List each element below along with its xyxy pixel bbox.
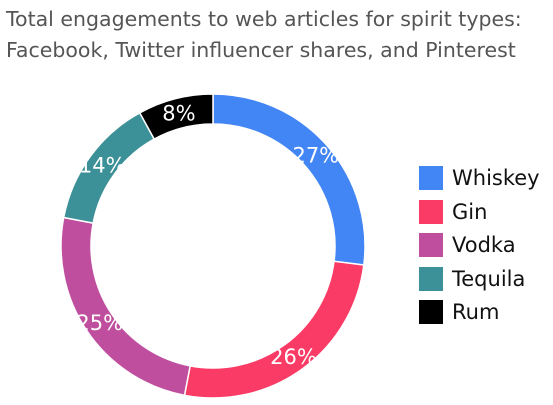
legend-item-whiskey[interactable]: Whiskey bbox=[419, 166, 549, 190]
chart-title-line-2: Facebook, Twitter influencer shares, and… bbox=[6, 38, 516, 62]
legend-item-tequila[interactable]: Tequila bbox=[419, 266, 549, 291]
donut-slice-vodka[interactable] bbox=[60, 216, 192, 397]
donut-slice-gin[interactable] bbox=[183, 260, 365, 399]
legend-item-rum[interactable]: Rum bbox=[419, 300, 549, 324]
legend-label-whiskey: Whiskey bbox=[452, 166, 540, 190]
data-label-rum: 8% bbox=[162, 101, 195, 125]
chart-title-line-1: Total engagements to web articles for sp… bbox=[6, 7, 522, 31]
legend-swatch-vodka bbox=[419, 233, 443, 257]
legend-swatch-whiskey bbox=[419, 166, 443, 190]
data-label-tequila: 14% bbox=[79, 154, 126, 178]
chart-legend: Whiskey Gin Vodka Tequila Rum bbox=[419, 166, 549, 334]
legend-swatch-gin bbox=[419, 199, 443, 224]
donut-slice-rum[interactable] bbox=[138, 93, 214, 141]
donut-slice-whiskey[interactable] bbox=[212, 93, 366, 266]
data-label-vodka: 25% bbox=[76, 311, 123, 335]
legend-swatch-rum bbox=[419, 300, 443, 324]
legend-label-gin: Gin bbox=[452, 199, 488, 224]
legend-item-vodka[interactable]: Vodka bbox=[419, 233, 549, 257]
legend-label-tequila: Tequila bbox=[452, 266, 526, 291]
legend-label-rum: Rum bbox=[452, 300, 500, 324]
chart-title: Total engagements to web articles for sp… bbox=[6, 4, 551, 66]
data-label-gin: 26% bbox=[270, 345, 317, 369]
donut-slices bbox=[60, 93, 366, 399]
legend-swatch-tequila bbox=[419, 266, 443, 291]
legend-label-vodka: Vodka bbox=[452, 233, 516, 257]
donut-data-labels: 27% 26% 25% 14% 8% bbox=[76, 101, 339, 369]
legend-item-gin[interactable]: Gin bbox=[419, 199, 549, 224]
data-label-whiskey: 27% bbox=[292, 143, 339, 167]
